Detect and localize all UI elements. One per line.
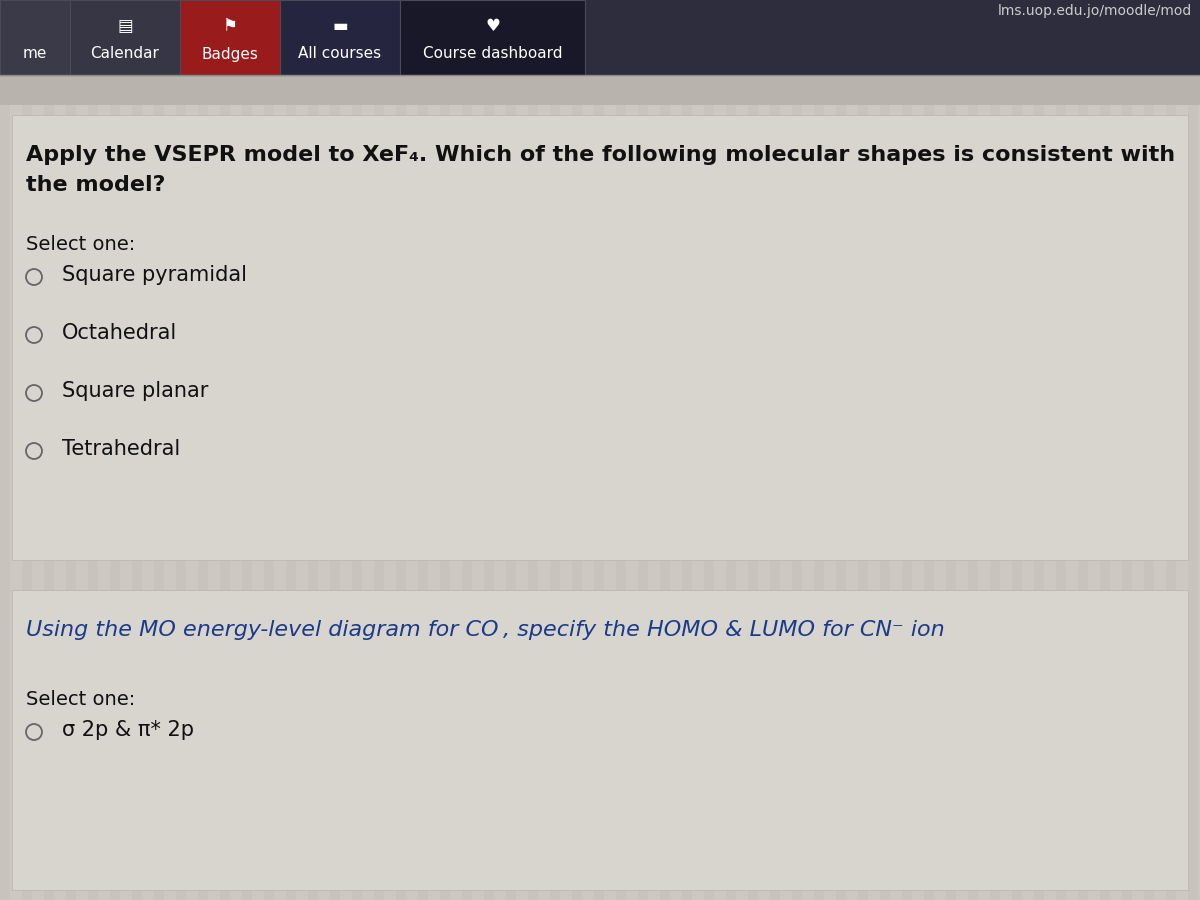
Text: Select one:: Select one: — [26, 235, 136, 254]
Bar — [506, 0, 516, 900]
Text: Using the MO energy-level diagram for CO , specify the HOMO & LUMO for CN⁻ ion: Using the MO energy-level diagram for CO… — [26, 620, 944, 640]
Bar — [836, 0, 846, 900]
Bar — [154, 0, 164, 900]
Bar — [440, 0, 450, 900]
Bar — [286, 0, 296, 900]
Text: the model?: the model? — [26, 175, 166, 195]
Bar — [44, 0, 54, 900]
Bar — [308, 0, 318, 900]
Bar — [990, 0, 1000, 900]
Text: All courses: All courses — [299, 47, 382, 61]
Bar — [1056, 0, 1066, 900]
Bar — [858, 0, 868, 900]
Bar — [968, 0, 978, 900]
Text: Course dashboard: Course dashboard — [422, 47, 563, 61]
Bar — [748, 0, 758, 900]
Text: me: me — [23, 47, 47, 61]
Bar — [22, 0, 32, 900]
Bar — [1188, 0, 1198, 900]
Bar — [176, 0, 186, 900]
Bar — [660, 0, 670, 900]
Text: σ 2p & π* 2p: σ 2p & π* 2p — [62, 720, 194, 740]
Bar — [12, 590, 1188, 890]
Bar — [12, 115, 1188, 560]
Bar — [374, 0, 384, 900]
Bar — [0, 0, 10, 900]
Text: Badges: Badges — [202, 47, 258, 61]
Bar — [682, 0, 692, 900]
Bar — [70, 0, 180, 75]
Text: ♥: ♥ — [485, 17, 500, 35]
Text: Square planar: Square planar — [62, 381, 209, 401]
Bar — [462, 0, 472, 900]
Bar — [704, 0, 714, 900]
Bar — [0, 0, 1200, 75]
Bar — [616, 0, 626, 900]
Bar — [132, 0, 142, 900]
Bar — [946, 0, 956, 900]
Bar — [280, 0, 400, 75]
Bar — [396, 0, 406, 900]
Bar — [330, 0, 340, 900]
Bar — [638, 0, 648, 900]
Text: ▤: ▤ — [118, 17, 133, 35]
Bar — [110, 0, 120, 900]
Bar — [1122, 0, 1132, 900]
Bar — [264, 0, 274, 900]
Bar — [198, 0, 208, 900]
Bar — [572, 0, 582, 900]
Text: Tetrahedral: Tetrahedral — [62, 439, 180, 459]
Bar — [0, 75, 1200, 105]
Bar — [1078, 0, 1088, 900]
Text: lms.uop.edu.jo/moodle/mod: lms.uop.edu.jo/moodle/mod — [997, 4, 1192, 18]
Bar — [352, 0, 362, 900]
Bar — [1144, 0, 1154, 900]
Bar — [792, 0, 802, 900]
Text: ⚑: ⚑ — [222, 17, 238, 35]
Bar — [726, 0, 736, 900]
Text: Calendar: Calendar — [90, 47, 160, 61]
Bar — [550, 0, 560, 900]
Bar — [814, 0, 824, 900]
Bar — [594, 0, 604, 900]
Bar — [220, 0, 230, 900]
Bar — [180, 0, 280, 75]
Bar — [1100, 0, 1110, 900]
Bar — [770, 0, 780, 900]
Bar — [0, 0, 70, 75]
Bar — [880, 0, 890, 900]
Text: Octahedral: Octahedral — [62, 323, 178, 343]
Bar — [902, 0, 912, 900]
Text: Apply the VSEPR model to XeF₄. Which of the following molecular shapes is consis: Apply the VSEPR model to XeF₄. Which of … — [26, 145, 1175, 165]
Bar — [88, 0, 98, 900]
Text: ▬: ▬ — [332, 17, 348, 35]
Bar — [1034, 0, 1044, 900]
Bar — [242, 0, 252, 900]
Text: Select one:: Select one: — [26, 690, 136, 709]
Bar — [66, 0, 76, 900]
Bar — [1166, 0, 1176, 900]
Bar — [1012, 0, 1022, 900]
Text: Square pyramidal: Square pyramidal — [62, 265, 247, 285]
Bar — [924, 0, 934, 900]
Bar — [484, 0, 494, 900]
Bar — [418, 0, 428, 900]
Bar — [400, 0, 586, 75]
Bar — [528, 0, 538, 900]
